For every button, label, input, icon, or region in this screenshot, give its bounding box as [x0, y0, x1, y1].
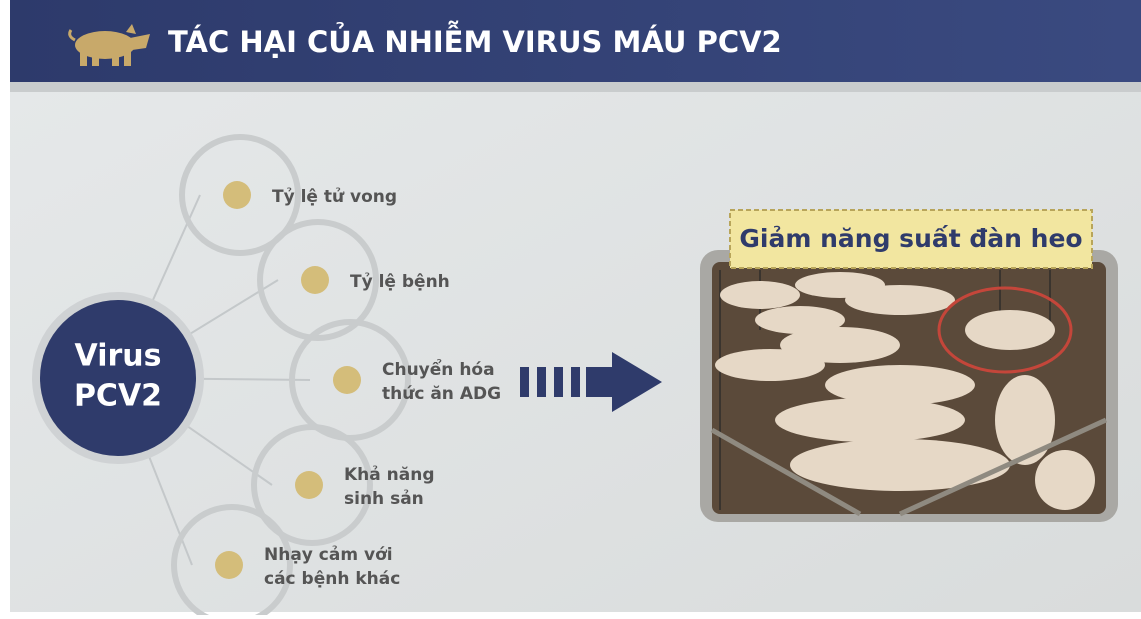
node-label: Tỷ lệ tử vong [272, 187, 397, 207]
node-label: Khả năng [344, 465, 435, 485]
pig-photo [712, 262, 1106, 514]
node-dot [295, 471, 323, 499]
node-dot [215, 551, 243, 579]
node-dot [223, 181, 251, 209]
slide: TÁC HẠI CỦA NHIỄM VIRUS MÁU PCV2 Tỷ lệ t… [0, 0, 1141, 615]
node-label: các bệnh khác [264, 569, 400, 589]
banner-shadow [10, 82, 1141, 92]
node-label: Tỷ lệ bệnh [350, 272, 450, 292]
center-label-line: Virus [75, 339, 162, 374]
title: TÁC HẠI CỦA NHIỄM VIRUS MÁU PCV2 [168, 21, 782, 59]
node-label: Chuyển hóa [382, 358, 495, 380]
result-label: Giảm năng suất đàn heo [739, 224, 1082, 253]
node-dot [333, 366, 361, 394]
node-label: Nhạy cảm với [264, 545, 393, 565]
center-label-line: PCV2 [74, 379, 162, 414]
node-label: sinh sản [344, 489, 424, 509]
node-label: thức ăn ADG [382, 384, 501, 404]
node-dot [301, 266, 329, 294]
